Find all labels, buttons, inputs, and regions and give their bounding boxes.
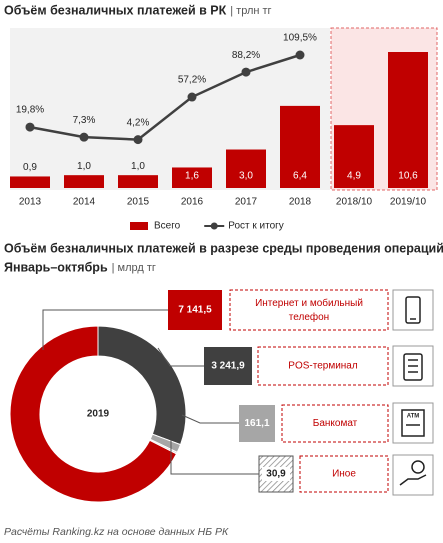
footer: Расчёты Ranking.kz на основе данных НБ Р…: [4, 526, 229, 538]
line: [29, 53, 301, 141]
legend-label: Рост к итогу: [228, 221, 284, 232]
plot-bg: [10, 28, 330, 190]
donut-slice: [149, 438, 178, 455]
icons: [392, 289, 434, 496]
value-label: 6,4: [293, 171, 307, 182]
line-point: [241, 67, 251, 77]
value-label: 4,9: [347, 171, 361, 182]
label-box: [257, 346, 389, 386]
bar: [172, 167, 212, 188]
value-label: 109,5%: [283, 33, 317, 44]
x-tick-label: 2014: [73, 197, 96, 208]
value-label: 57,2%: [178, 75, 206, 86]
bar: [10, 176, 50, 188]
line-point: [79, 132, 89, 142]
value-label: 3 241,9: [211, 361, 245, 372]
legend-marker: [210, 222, 218, 230]
value-label: 7 141,5: [178, 305, 212, 316]
value-label: 0,9: [23, 162, 37, 173]
leader-line: [157, 347, 204, 367]
unit: | трлн тг: [230, 5, 271, 17]
bar: [226, 149, 266, 188]
category-label: Банкомат: [313, 418, 358, 429]
x-tick-label: 2019/10: [390, 197, 427, 208]
line-point: [133, 135, 143, 145]
x-tick-label: 2018: [289, 197, 312, 208]
line-point: [25, 122, 35, 132]
bar: [334, 125, 374, 188]
donut-slice: [97, 325, 187, 446]
value-label: 19,8%: [16, 105, 44, 116]
chart-title: Объём безналичных платежей в разрезе сре…: [4, 241, 443, 255]
value-label: 1,0: [77, 161, 91, 172]
label-box: [229, 289, 389, 331]
line-point: [187, 92, 197, 102]
value-label: 7,3%: [73, 115, 96, 126]
chart-title: Объём безналичных платежей в РК: [4, 3, 227, 17]
category-label: POS-терминал: [288, 361, 358, 372]
unit: | млрд тг: [112, 262, 156, 274]
leader-line: [181, 414, 239, 424]
bar: [118, 175, 158, 188]
value-box: [239, 405, 275, 442]
legend-label: Всего: [154, 221, 181, 232]
category-label: Иное: [332, 469, 356, 480]
value-box: [168, 290, 222, 330]
value-label: 3,0: [239, 171, 253, 182]
chart-subtitle: Январь–октябрь: [4, 260, 108, 274]
value-label: 30,9: [266, 469, 286, 480]
label-box: [299, 455, 389, 493]
donut-slice: [9, 325, 178, 503]
value-label: 1,0: [131, 161, 145, 172]
category-label: Интернет и мобильный телефон: [255, 297, 363, 323]
x-tick-label: 2015: [127, 197, 150, 208]
value-label: 88,2%: [232, 50, 260, 61]
leader-line: [42, 309, 168, 350]
bar: [64, 175, 104, 188]
label-box: [281, 404, 389, 443]
x-tick-label: 2016: [181, 197, 204, 208]
bar: [280, 105, 320, 188]
line-point: [295, 50, 305, 60]
value-label-bg: [262, 467, 290, 481]
value-label: 161,1: [244, 418, 269, 429]
x-tick-label: 2013: [19, 197, 42, 208]
value-label: 1,6: [185, 171, 199, 182]
atm-text: ATM: [407, 414, 420, 420]
value-label: 10,6: [398, 171, 418, 182]
value-label: 4,2%: [127, 117, 150, 128]
leader-line: [170, 440, 259, 475]
legend-swatch: [130, 222, 148, 230]
center-label: 2019: [87, 409, 110, 420]
bar: [388, 52, 428, 188]
x-tick-label: 2018/10: [336, 197, 373, 208]
value-box: [204, 347, 252, 385]
x-tick-label: 2017: [235, 197, 258, 208]
